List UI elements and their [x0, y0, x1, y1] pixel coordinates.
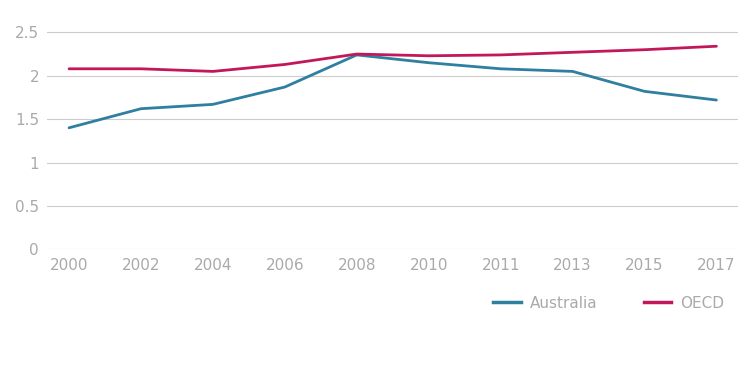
- Legend: Australia, OECD: Australia, OECD: [487, 290, 731, 317]
